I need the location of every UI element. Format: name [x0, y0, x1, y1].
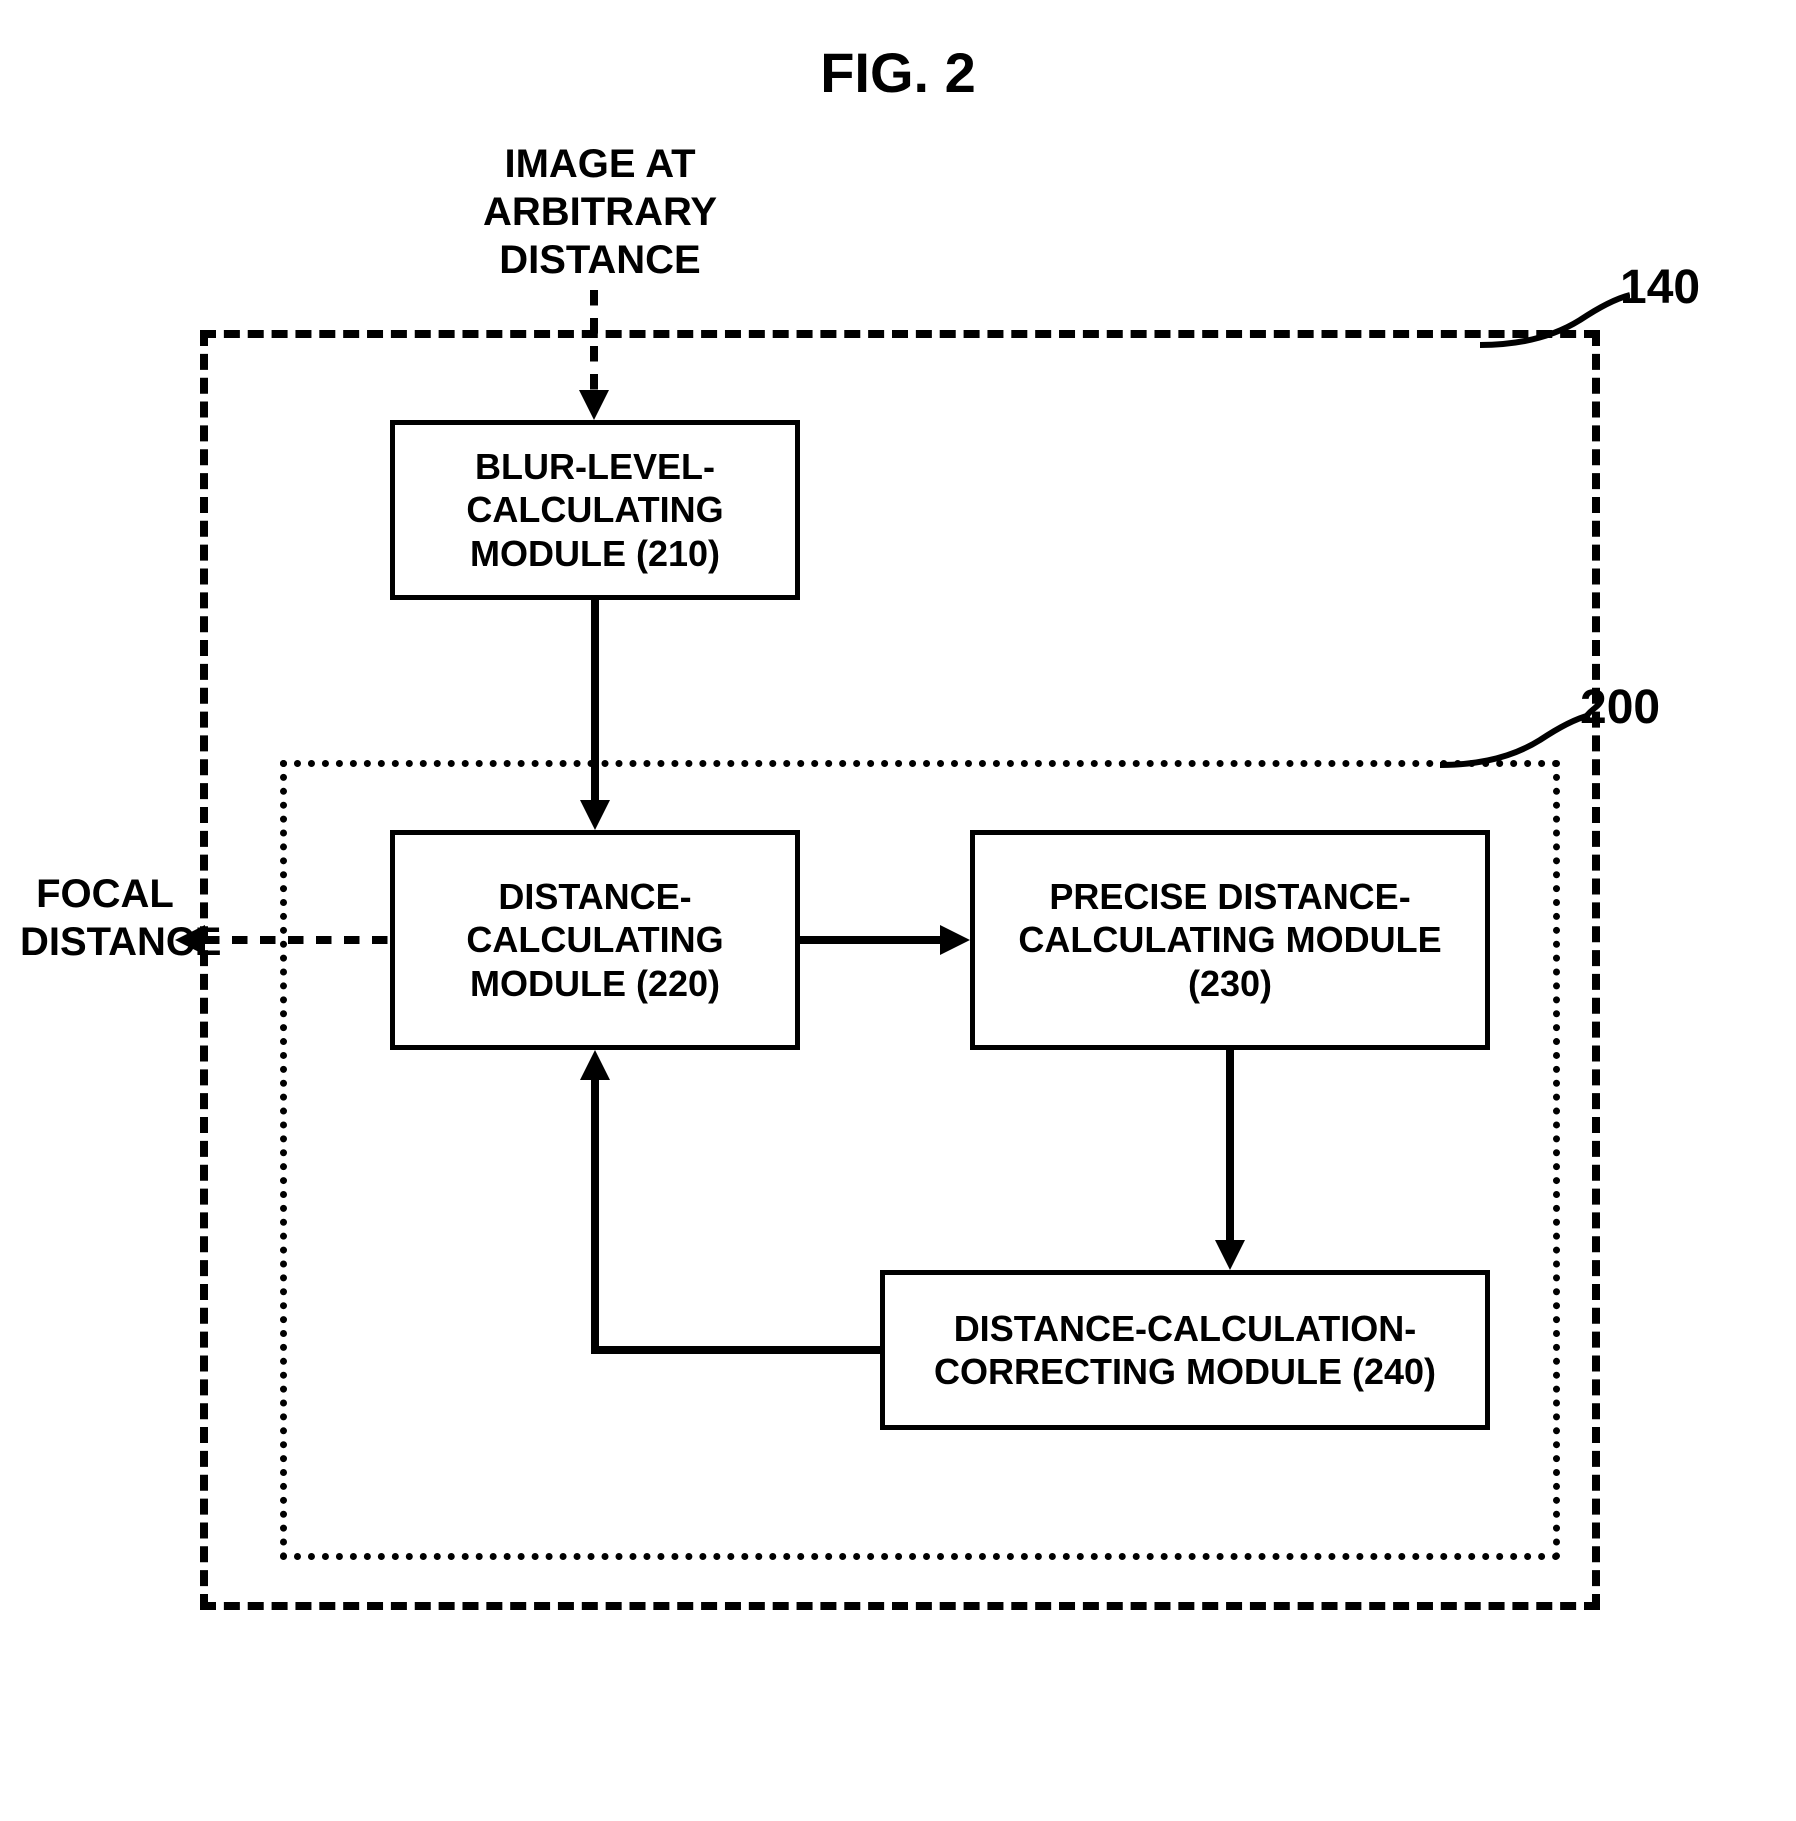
arrowhead-precise-to-correcting: [1215, 1240, 1245, 1270]
arrow-distance-to-precise: [800, 936, 945, 944]
precise-distance-module: PRECISE DISTANCE- CALCULATING MODULE (23…: [970, 830, 1490, 1050]
input-label: IMAGE AT ARBITRARY DISTANCE: [450, 140, 750, 284]
arrowhead-distance-to-precise: [940, 925, 970, 955]
arrow-correcting-to-distance-h: [591, 1346, 880, 1354]
arrow-blur-to-distance: [591, 600, 599, 805]
distance-module: DISTANCE- CALCULATING MODULE (220): [390, 830, 800, 1050]
outer-ref-label: 140: [1620, 260, 1700, 315]
correcting-module: DISTANCE-CALCULATION- CORRECTING MODULE …: [880, 1270, 1490, 1430]
blur-level-module: BLUR-LEVEL- CALCULATING MODULE (210): [390, 420, 800, 600]
arrow-distance-to-output: [204, 936, 390, 944]
arrowhead-correcting-to-distance: [580, 1050, 610, 1080]
output-label: FOCAL DISTANCE: [20, 870, 190, 966]
arrow-input-to-blur: [590, 290, 598, 395]
figure-title: FIG. 2: [40, 40, 1756, 105]
arrow-precise-to-correcting: [1226, 1050, 1234, 1245]
arrowhead-blur-to-distance: [580, 800, 610, 830]
arrowhead-distance-to-output: [175, 925, 205, 955]
arrowhead-input-to-blur: [579, 390, 609, 420]
arrow-correcting-to-distance-v: [591, 1080, 599, 1354]
